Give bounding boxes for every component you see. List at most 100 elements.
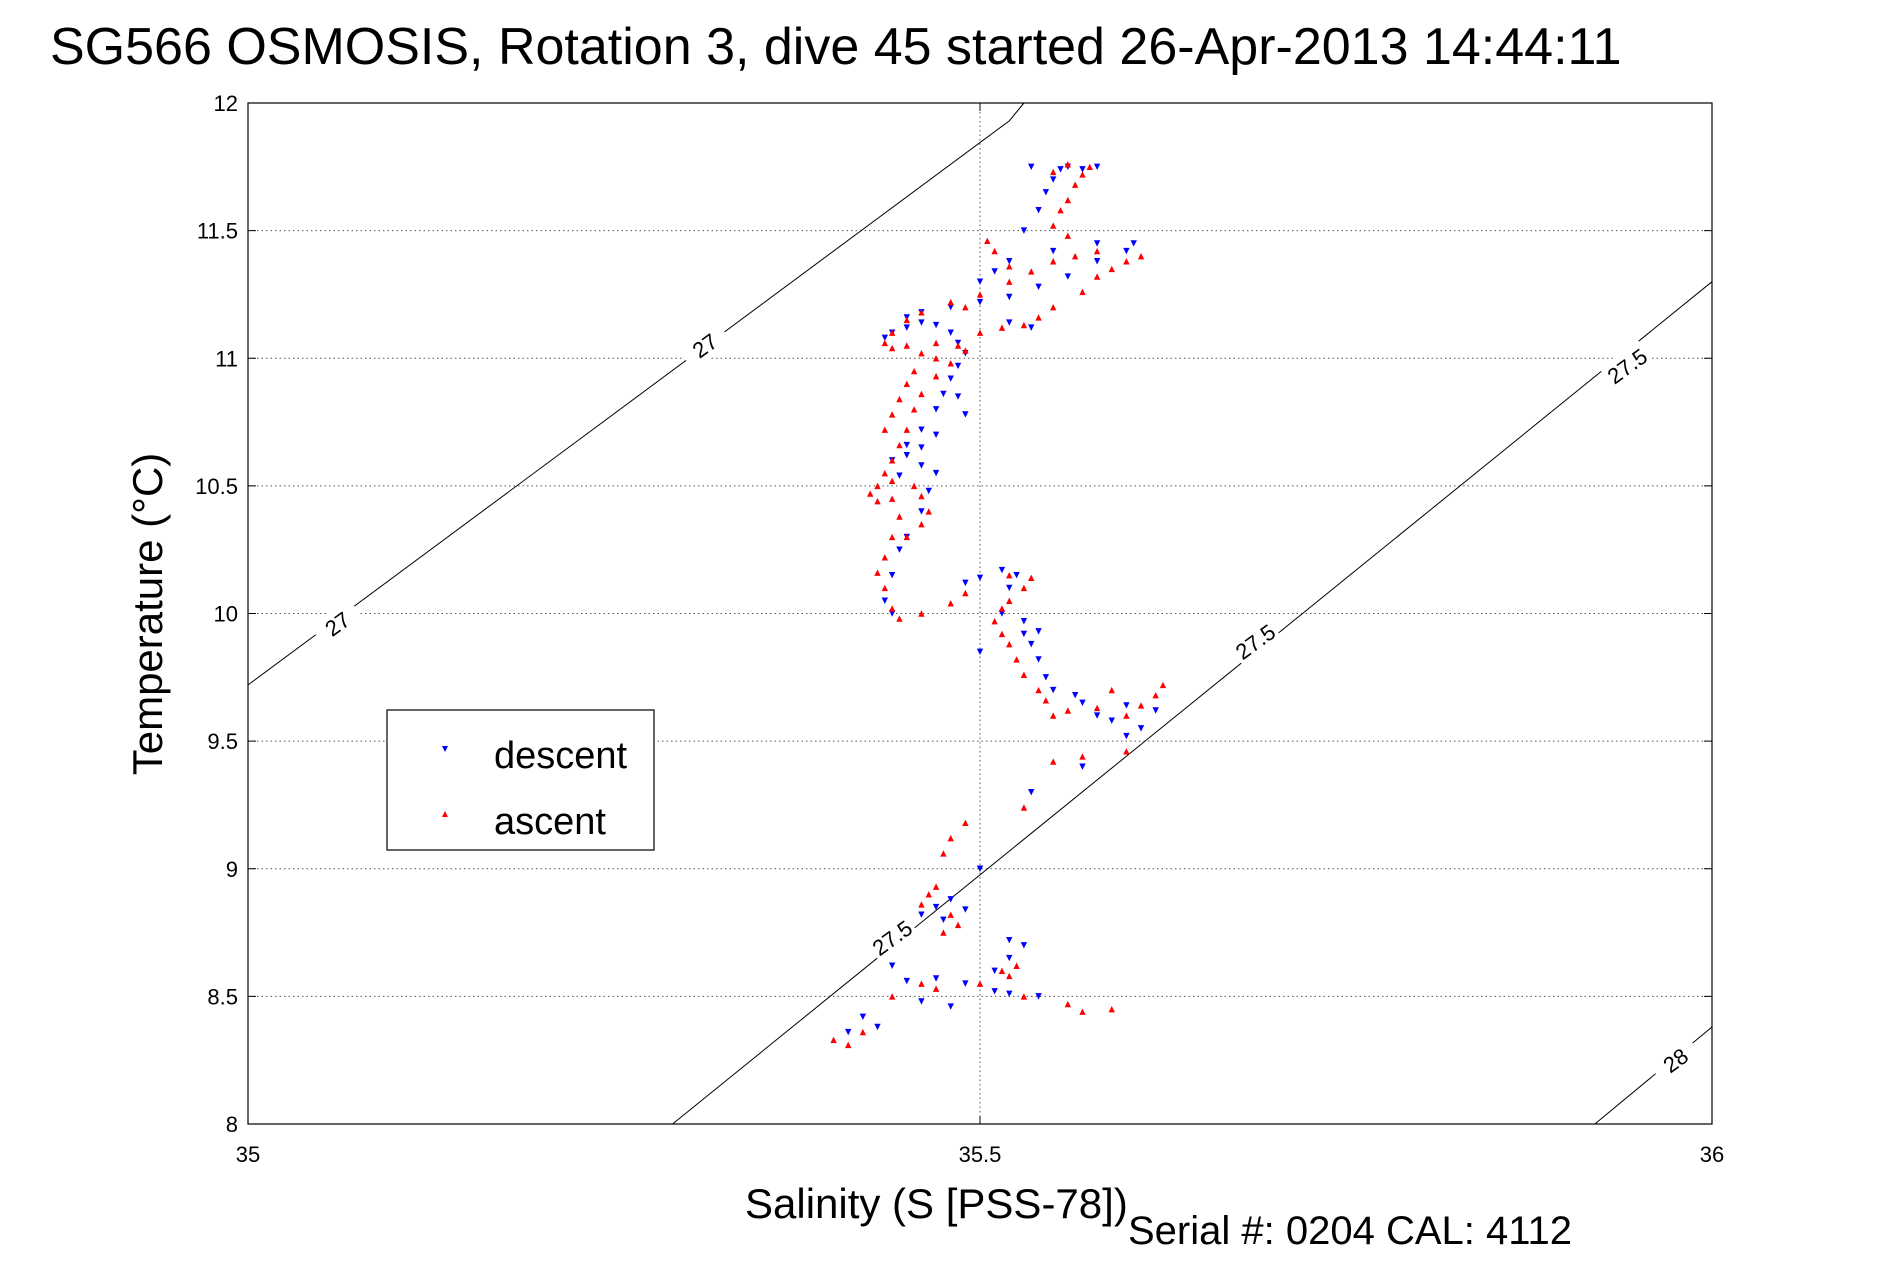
ascent-point [954, 342, 962, 349]
y-tick-label: 10 [214, 602, 238, 627]
descent-point [932, 903, 940, 911]
ascent-point [984, 237, 991, 245]
ascent-point [1093, 273, 1101, 280]
ascent-point [881, 554, 889, 561]
descent-point [998, 610, 1006, 617]
ascent-point [925, 891, 932, 898]
descent-point [1050, 686, 1057, 694]
descent-point [925, 487, 932, 495]
ascent-point [1013, 962, 1020, 969]
descent-point [1028, 788, 1035, 796]
descent-point [1123, 702, 1130, 709]
ascent-point [932, 883, 940, 890]
descent-point [1152, 707, 1159, 714]
descent-point [1050, 176, 1057, 183]
ascent-point [940, 929, 947, 936]
descent-point [918, 319, 925, 326]
ascent-point [888, 495, 896, 502]
ascent-point [881, 339, 889, 347]
ascent-point [947, 360, 954, 367]
ascent-point [998, 324, 1006, 331]
ascent-point [976, 980, 984, 987]
legend-label-ascent: ascent [494, 801, 606, 843]
descent-point [1006, 293, 1013, 301]
density-contour-line [247, 102, 1025, 686]
ascent-point [1028, 268, 1035, 275]
ascent-point [1006, 640, 1013, 648]
ascent-point [903, 426, 910, 433]
ascent-point [918, 610, 925, 617]
ascent-point [1079, 1008, 1086, 1015]
descent-point [1006, 584, 1013, 592]
ascent-point [1050, 304, 1057, 311]
ascent-point [1020, 321, 1028, 329]
ascent-point [918, 520, 925, 528]
descent-point [1035, 628, 1042, 635]
ascent-point [888, 993, 896, 1000]
y-tick-label: 11.5 [197, 219, 238, 244]
descent-point [859, 1013, 867, 1020]
ascent-point [962, 589, 969, 597]
descent-point [903, 324, 910, 331]
series-ascent [830, 161, 1167, 1049]
descent-point [874, 1023, 881, 1031]
contour-label-gap [677, 320, 733, 371]
ascent-point [932, 355, 940, 362]
ascent-point [932, 372, 940, 380]
descent-point [888, 962, 896, 969]
ascent-point [1137, 702, 1145, 709]
descent-point [1013, 572, 1020, 579]
descent-point [1057, 166, 1064, 173]
descent-point [1079, 763, 1086, 770]
descent-point [918, 998, 925, 1005]
descent-point [947, 896, 954, 903]
ascent-point [1071, 252, 1079, 260]
descent-point [1006, 937, 1013, 944]
ascent-point [896, 615, 903, 622]
ascent-point [1028, 574, 1035, 581]
descent-point [1093, 712, 1101, 719]
ascent-point [830, 1036, 837, 1043]
descent-point [1006, 258, 1013, 265]
ascent-point [1093, 704, 1101, 712]
x-tick-label: 35 [236, 1142, 260, 1167]
ascent-point [1050, 712, 1057, 719]
ascent-point [867, 490, 874, 497]
descent-point [1020, 617, 1028, 625]
ascent-point [1064, 1000, 1072, 1008]
descent-point [918, 462, 925, 469]
descent-point [976, 278, 984, 285]
ascent-point [1006, 972, 1013, 980]
legend: descent ascent [386, 709, 655, 851]
descent-point [991, 988, 998, 995]
descent-point [932, 431, 940, 439]
ascent-point [888, 605, 896, 612]
ascent-point [1050, 758, 1057, 765]
contour-label-gap [1599, 340, 1655, 392]
descent-point [918, 508, 925, 515]
ascent-point [881, 584, 889, 592]
descent-point [1006, 990, 1013, 998]
ascent-point [947, 911, 954, 918]
y-tick-label: 9.5 [207, 729, 238, 754]
descent-point [991, 967, 998, 975]
descent-point [932, 975, 940, 982]
descent-point [1071, 691, 1079, 699]
descent-point [1035, 993, 1042, 1000]
ascent-point [962, 304, 969, 311]
ascent-point [1020, 804, 1028, 811]
descent-point [1020, 227, 1028, 234]
y-tick-label: 10.5 [195, 474, 238, 499]
descent-point [932, 406, 940, 413]
ascent-point [1159, 681, 1167, 689]
descent-point [903, 441, 910, 449]
ascent-point [991, 247, 998, 255]
ascent-point [874, 482, 881, 490]
descent-point [1035, 283, 1042, 290]
descent-point [1035, 656, 1042, 663]
density-contour-line [672, 281, 1713, 1125]
ascent-point [874, 569, 881, 576]
descent-point [991, 268, 998, 275]
x-tick-label: 36 [1700, 1142, 1724, 1167]
